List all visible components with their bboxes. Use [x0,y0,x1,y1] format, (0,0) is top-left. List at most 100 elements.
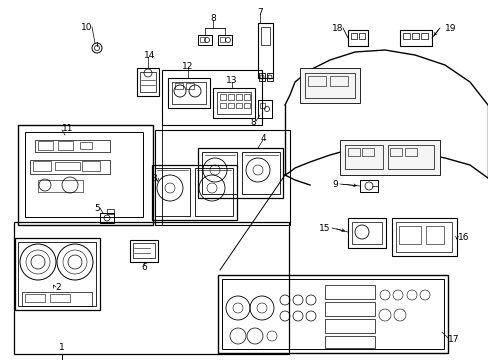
Bar [162,70,262,125]
Bar [242,152,280,194]
Bar [15,238,100,310]
Bar [227,103,234,108]
Bar [152,165,237,220]
Bar [351,222,381,244]
Bar [80,142,92,149]
Bar [420,33,427,39]
Text: 9: 9 [331,180,337,189]
Bar [305,73,354,98]
Bar [33,161,51,171]
Bar [200,37,204,42]
Bar [361,148,373,156]
Bar [195,168,232,216]
Bar [358,33,364,39]
Bar [389,148,401,156]
Bar [50,294,70,302]
Bar [185,83,194,89]
Bar [244,94,249,100]
Bar [325,285,374,299]
Bar [137,68,159,96]
Text: 15: 15 [318,224,329,233]
Bar [133,243,155,258]
Bar [325,302,374,316]
Bar [218,35,231,45]
Bar [198,35,212,45]
Text: 14: 14 [144,50,155,59]
Bar [398,226,420,244]
Bar [244,103,249,108]
Bar [55,162,80,170]
Bar [391,218,456,256]
Text: 10: 10 [81,23,92,32]
Text: 19: 19 [444,23,456,32]
Bar [220,94,225,100]
Bar [220,103,225,108]
Bar [325,319,374,333]
Bar [107,209,114,214]
Bar [399,30,431,46]
Bar [155,168,190,216]
Bar [218,275,447,353]
Bar [222,279,443,349]
Bar [347,218,385,248]
Bar [220,37,224,42]
Text: 2: 2 [55,284,61,292]
Text: 7: 7 [257,8,263,17]
Text: 4: 4 [260,134,265,143]
Bar [261,27,269,45]
Bar [168,78,209,108]
Text: 12: 12 [182,62,193,71]
Text: 3: 3 [151,174,157,183]
Text: 16: 16 [457,234,468,243]
Bar [202,152,237,194]
Bar [404,148,416,156]
Text: 8: 8 [210,14,215,23]
Bar [35,140,110,152]
Bar [227,94,234,100]
Bar [259,73,264,81]
Bar [130,240,158,262]
Bar [18,125,153,225]
Text: 11: 11 [62,123,74,132]
Bar [325,336,374,348]
Bar [258,23,272,78]
Bar [198,148,283,198]
Text: 13: 13 [226,76,237,85]
Bar [22,292,92,306]
Bar [100,213,114,223]
Bar [25,294,45,302]
Bar [260,103,264,108]
Bar [236,103,242,108]
Bar [258,100,271,118]
Bar [347,30,367,46]
Bar [58,141,73,150]
Bar [350,33,356,39]
Bar [329,76,347,86]
Bar [175,83,183,89]
Bar [359,180,377,192]
Bar [387,145,433,169]
Bar [217,92,250,114]
Bar [236,94,242,100]
Bar [266,73,272,81]
Bar [155,130,289,225]
Bar [18,242,96,306]
Bar [345,145,382,169]
Bar [411,33,418,39]
Bar [38,141,53,150]
Bar [402,33,409,39]
Bar [30,160,110,174]
Bar [425,226,443,244]
Bar [347,148,359,156]
Bar [140,72,156,92]
Text: 6: 6 [141,264,146,273]
Text: 18: 18 [331,23,342,32]
Text: 8: 8 [250,117,256,126]
Text: 5: 5 [94,203,100,212]
Bar [82,161,100,171]
Bar [213,88,254,118]
Bar [25,132,142,217]
Text: 1: 1 [59,342,65,351]
Bar [14,222,288,354]
Bar [339,140,439,175]
